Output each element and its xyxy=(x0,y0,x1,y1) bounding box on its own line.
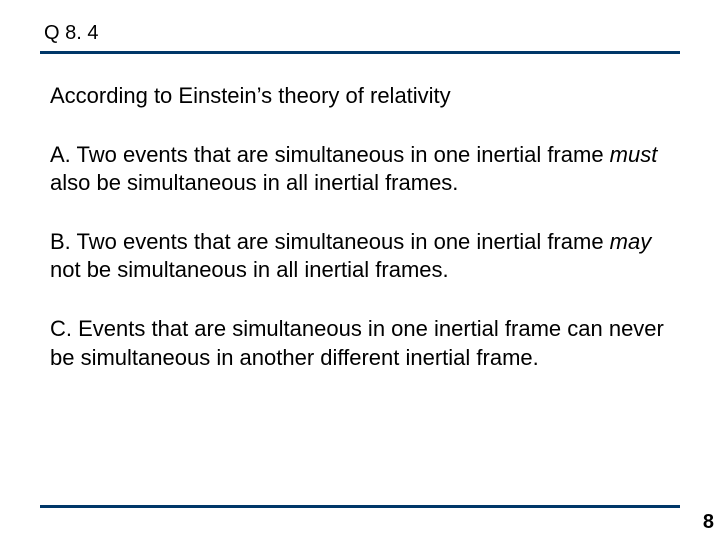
option-b-pre: B. Two events that are simultaneous in o… xyxy=(50,229,610,254)
option-a: A. Two events that are simultaneous in o… xyxy=(50,141,670,198)
option-c: C. Events that are simultaneous in one i… xyxy=(50,315,670,372)
footer-divider xyxy=(40,505,680,508)
slide-container: Q 8. 4 According to Einstein’s theory of… xyxy=(0,0,720,540)
option-a-pre: A. Two events that are simultaneous in o… xyxy=(50,142,610,167)
option-a-post: also be simultaneous in all inertial fra… xyxy=(50,170,458,195)
option-b: B. Two events that are simultaneous in o… xyxy=(50,228,670,285)
question-stem: According to Einstein’s theory of relati… xyxy=(50,82,670,111)
page-number: 8 xyxy=(703,511,714,534)
option-b-post: not be simultaneous in all inertial fram… xyxy=(50,257,449,282)
option-b-emphasis: may xyxy=(610,229,652,254)
question-number: Q 8. 4 xyxy=(40,22,680,51)
header-divider xyxy=(40,51,680,54)
option-a-emphasis: must xyxy=(610,142,658,167)
content-area: According to Einstein’s theory of relati… xyxy=(40,82,680,372)
